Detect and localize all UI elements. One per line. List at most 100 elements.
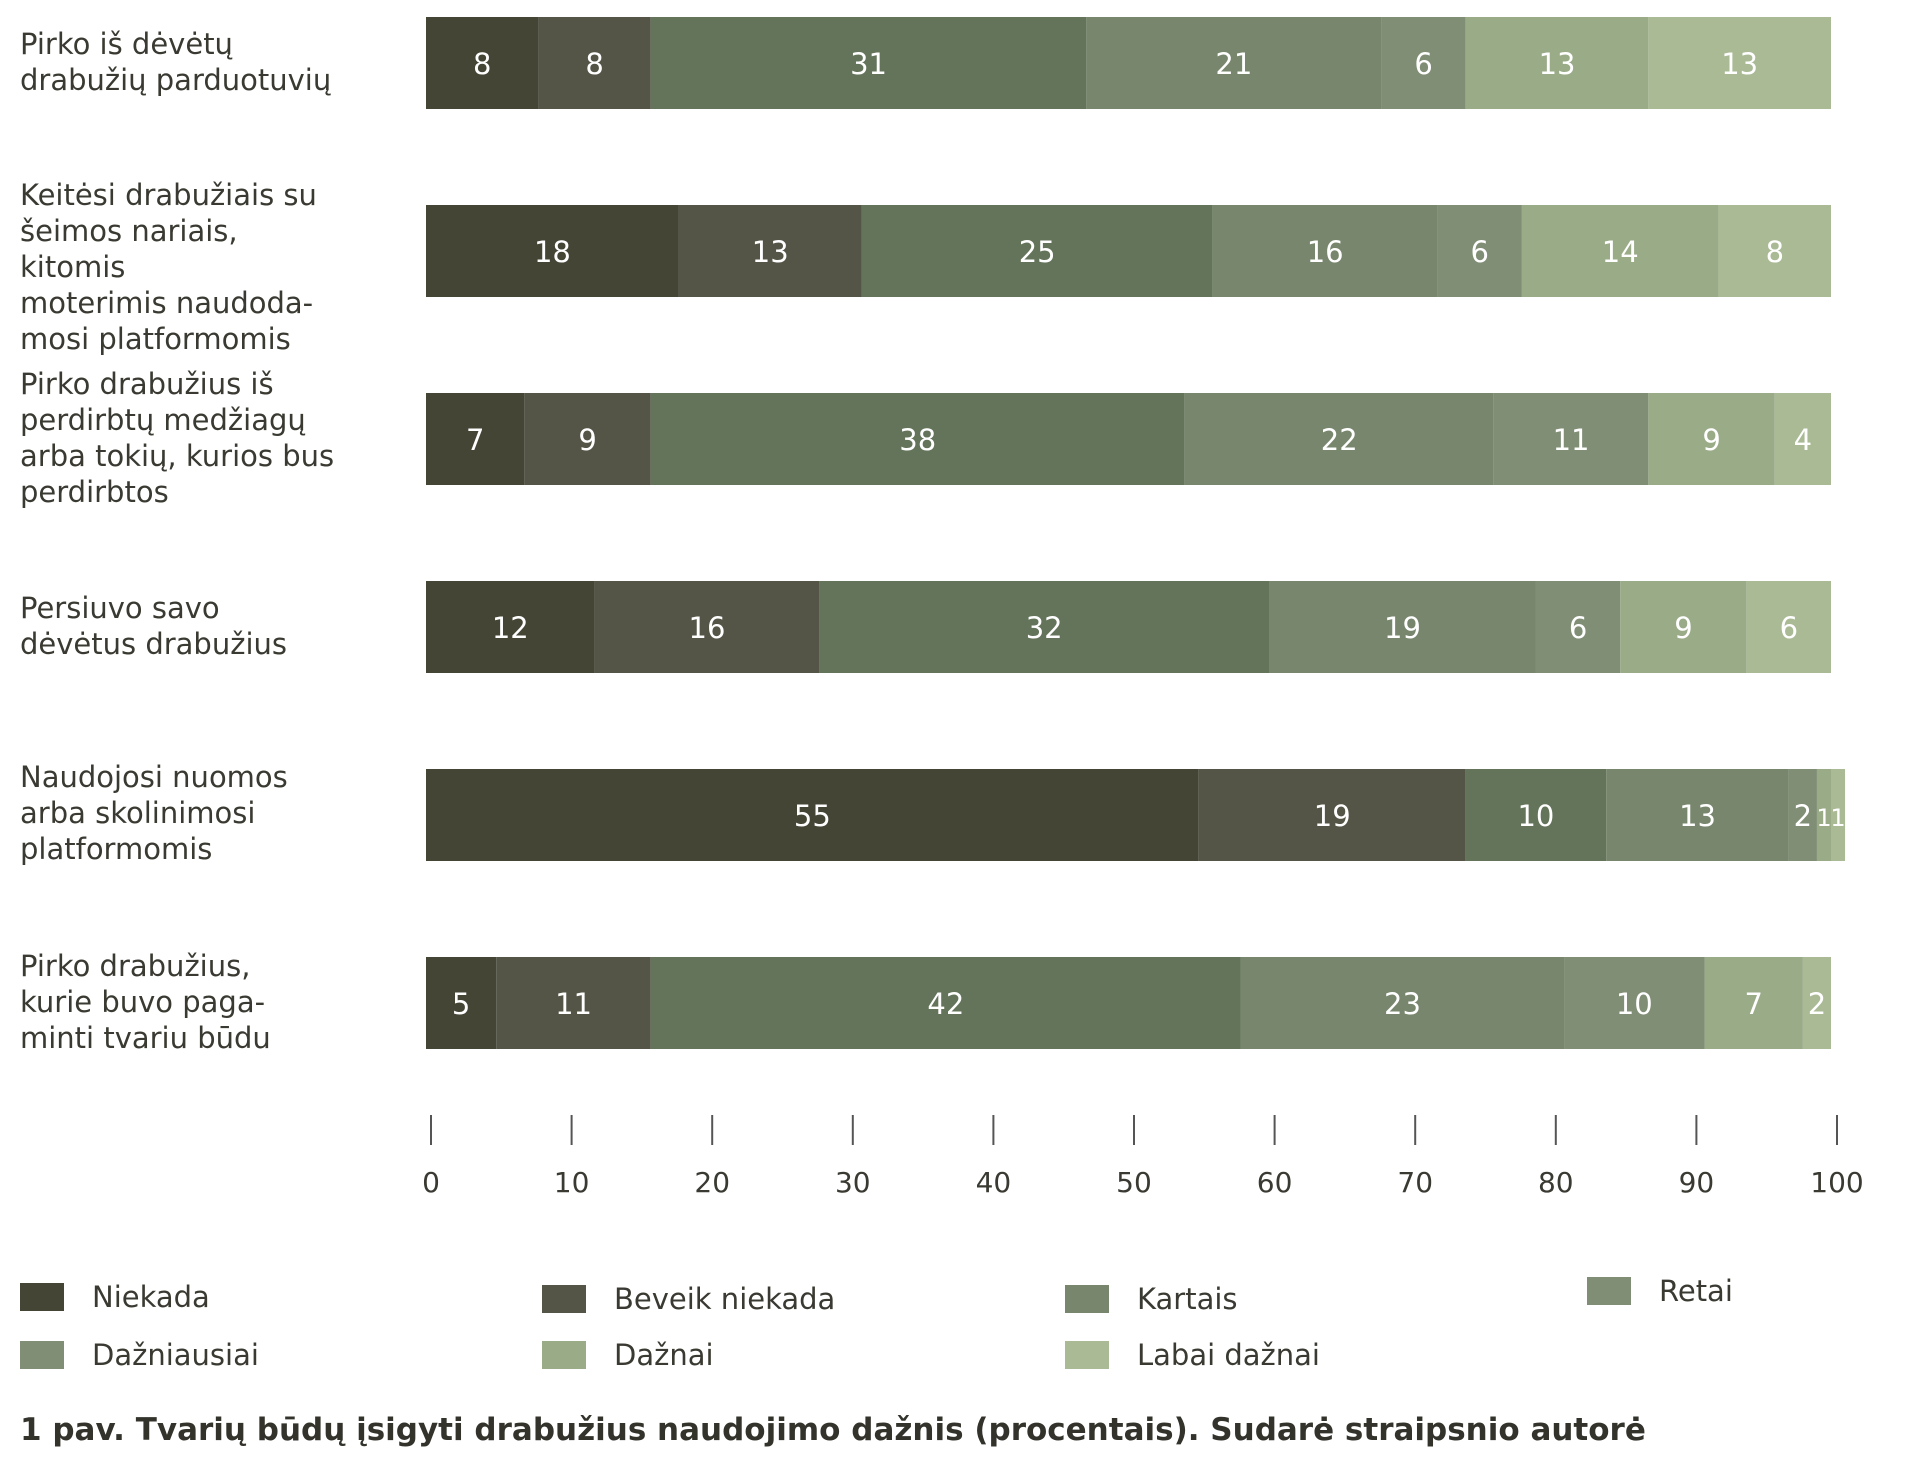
- bar-value-label: 8: [1766, 235, 1784, 269]
- bar-value-label: 1: [1830, 804, 1845, 832]
- category-label-line: Naudojosi nuomos: [20, 760, 288, 794]
- bar-segment: [1535, 581, 1621, 673]
- bar-segment: [1746, 581, 1831, 673]
- legend-label: Kartais: [1137, 1282, 1238, 1316]
- category-label-line: kurie buvo paga-: [20, 985, 266, 1019]
- bar-value-label: 1: [1816, 804, 1831, 832]
- category-label: Pirko iš dėvėtų drabužių parduotuvių: [20, 26, 350, 98]
- bar-segment: [1564, 957, 1705, 1049]
- category-label: Keitėsi drabužiais su šeimos nariais, kit…: [20, 177, 350, 357]
- legend-label: Retai: [1659, 1274, 1733, 1308]
- bar-segment: [1831, 769, 1846, 861]
- legend-swatch: [1587, 1277, 1631, 1305]
- bar-value-label: 11: [555, 987, 592, 1021]
- category-label-line: perdirbtų medžiagų: [20, 403, 306, 437]
- bar-value-label: 2: [1808, 987, 1826, 1021]
- legend-label: Beveik niekada: [614, 1282, 836, 1316]
- bar-value-label: 6: [1414, 47, 1432, 81]
- bar-segment: [650, 17, 1087, 109]
- legend-item-niekada: Niekada: [20, 1280, 210, 1314]
- bar-segment: [861, 205, 1213, 297]
- bar-value-label: 21: [1215, 47, 1252, 81]
- bar-segment: [1521, 205, 1719, 297]
- bar-row: 55 19 10 13 2 11: [426, 769, 1846, 861]
- bar-segment: [1240, 957, 1565, 1049]
- legend-swatch: [542, 1341, 586, 1369]
- x-tick-label: 40: [976, 1166, 1012, 1199]
- x-tick-label: 80: [1538, 1166, 1574, 1199]
- legend-swatch: [1065, 1285, 1109, 1313]
- category-label-line: perdirbtos: [20, 475, 169, 509]
- x-tick-label: 100: [1810, 1166, 1863, 1199]
- bar-segment: [1465, 769, 1607, 861]
- category-label: Persiuvo savo dėvėtus drabužius: [20, 590, 350, 662]
- legend-label: Dažniausiai: [92, 1338, 259, 1372]
- bar-segment: [1788, 769, 1817, 861]
- bar-value-label: 13: [752, 235, 789, 269]
- bar-segment: [1816, 769, 1831, 861]
- bar-value-label: 22: [1321, 423, 1358, 457]
- x-tick-label: 90: [1679, 1166, 1715, 1199]
- bar-row: 12 16 32 19 6 9 6: [426, 581, 1831, 673]
- bar-segment: [1184, 393, 1494, 485]
- bar-segment: [1269, 581, 1536, 673]
- bar-segment: [678, 205, 862, 297]
- category-label-line: arba tokių, kurios bus: [20, 439, 335, 473]
- bar-segment: [426, 581, 595, 673]
- bar-segment: [1465, 17, 1649, 109]
- bar-segment: [426, 393, 525, 485]
- bar-row: 8 8 31 21 6 13 13: [426, 17, 1831, 109]
- bar-segment: [650, 957, 1241, 1049]
- bar-value-label: 8: [585, 47, 603, 81]
- x-tick-label: 10: [554, 1166, 590, 1199]
- bar-value-label: 13: [1679, 799, 1716, 833]
- x-tick-label: 30: [835, 1166, 871, 1199]
- bar-segment: [1802, 957, 1831, 1049]
- bar-value-label: 23: [1384, 987, 1421, 1021]
- bar-value-label: 10: [1616, 987, 1653, 1021]
- bar-segment: [1381, 17, 1466, 109]
- bar-value-label: 25: [1019, 235, 1056, 269]
- x-tick-label: 50: [1116, 1166, 1152, 1199]
- legend-swatch: [542, 1285, 586, 1313]
- bar-segment: [496, 957, 651, 1049]
- bar-value-label: 7: [1744, 987, 1762, 1021]
- bar-segment: [650, 393, 1185, 485]
- legend-item-beveik-niekada: Beveik niekada: [542, 1282, 835, 1316]
- category-label-line: Pirko iš dėvėtų: [20, 27, 233, 61]
- legend-item-kartais: Kartais: [1065, 1282, 1238, 1316]
- bar-value-label: 55: [794, 799, 831, 833]
- category-label: Pirko drabužius, kurie buvo paga-minti tv…: [20, 948, 350, 1056]
- bar-value-label: 8: [473, 47, 491, 81]
- legend-label: Labai dažnai: [1137, 1338, 1320, 1372]
- bar-segment: [1606, 769, 1789, 861]
- x-tick-label: 20: [694, 1166, 730, 1199]
- legend-swatch: [20, 1283, 64, 1311]
- bar-value-label: 12: [492, 611, 529, 645]
- bar-value-label: 11: [1553, 423, 1590, 457]
- bar-value-label: 19: [1384, 611, 1421, 645]
- legend-swatch: [1065, 1341, 1109, 1369]
- category-label-line: drabužių parduotuvių: [20, 63, 332, 97]
- category-label: Naudojosi nuomos arba skolinimosi platform…: [20, 759, 350, 867]
- bar-segment: [1437, 205, 1522, 297]
- legend-swatch: [20, 1341, 64, 1369]
- x-tick-label: 70: [1397, 1166, 1433, 1199]
- bar-value-label: 32: [1026, 611, 1063, 645]
- x-tick-label: 0: [422, 1166, 440, 1199]
- bar-segment: [524, 393, 651, 485]
- bar-value-label: 2: [1794, 799, 1812, 833]
- bar-value-label: 6: [1569, 611, 1587, 645]
- bar-value-label: 14: [1602, 235, 1639, 269]
- bar-row: 18 13 25 16 6 14 8: [426, 205, 1831, 297]
- bar-segment: [819, 581, 1269, 673]
- bar-segment: [1648, 17, 1831, 109]
- legend-item-labai-daznai: Labai dažnai: [1065, 1338, 1320, 1372]
- legend-item-dazniausiai: Dažniausiai: [20, 1338, 259, 1372]
- bar-segment: [426, 205, 679, 297]
- bar-value-label: 31: [850, 47, 887, 81]
- figure-caption: 1 pav. Tvarių būdų įsigyti drabužius nau…: [20, 1412, 1646, 1448]
- category-label-line: moterimis naudoda-: [20, 286, 314, 320]
- category-label-line: minti tvariu būdu: [20, 1021, 271, 1055]
